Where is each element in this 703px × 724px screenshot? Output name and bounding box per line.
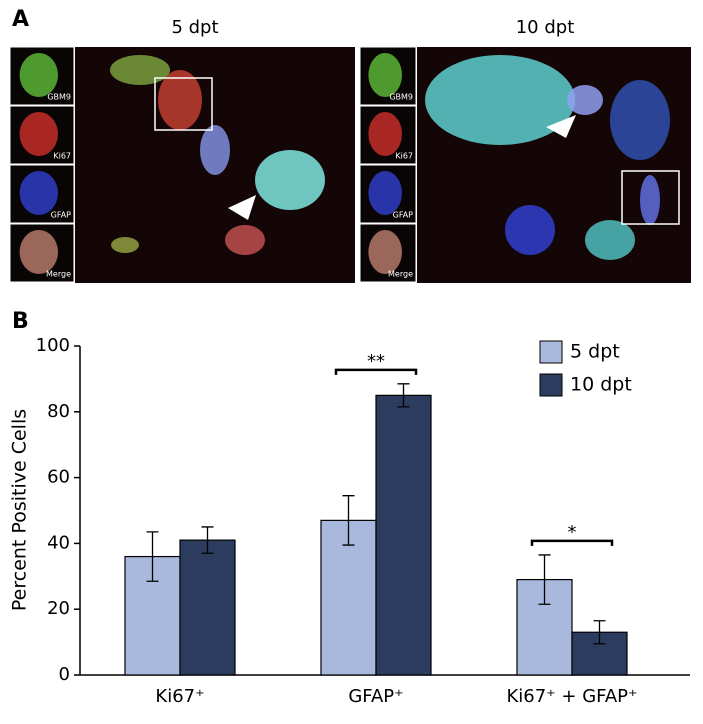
cell <box>200 125 230 175</box>
cell <box>225 225 265 255</box>
arrowhead <box>546 115 576 138</box>
channel-label: Ki67 <box>53 152 71 161</box>
panel-title: 10 dpt <box>516 17 575 38</box>
cell <box>368 53 403 97</box>
cell <box>19 171 58 215</box>
y-axis-title: Percent Positive Cells <box>9 409 31 611</box>
cell <box>19 230 58 274</box>
cell <box>610 80 670 160</box>
bar <box>179 539 236 676</box>
cell <box>368 112 403 156</box>
arrowhead <box>228 195 256 220</box>
error-bar <box>201 526 214 554</box>
error-bar <box>146 531 159 582</box>
channel-label: GBM9 <box>47 93 71 102</box>
legend-label: 10 dpt <box>570 374 632 396</box>
channel-label: GFAP <box>51 211 72 220</box>
cell <box>158 70 202 130</box>
significance-bracket <box>334 368 418 375</box>
channel-label: Merge <box>46 270 71 279</box>
y-tick-label: 80 <box>47 401 70 422</box>
y-tick-label: 100 <box>36 335 70 356</box>
x-tick-label: Ki67⁺ <box>155 686 204 707</box>
cell <box>425 55 575 145</box>
cell <box>19 112 58 156</box>
cell <box>255 150 325 210</box>
y-tick-label: 20 <box>47 598 70 619</box>
significance-label: ** <box>367 351 385 372</box>
panel-label: B <box>12 309 29 334</box>
bar <box>375 394 432 676</box>
y-tick-label: 60 <box>47 467 70 488</box>
zoom-box <box>621 170 680 225</box>
error-bar <box>342 495 355 546</box>
cell <box>640 175 660 225</box>
y-tick-label: 0 <box>59 664 70 685</box>
x-tick-label: GFAP⁺ <box>348 686 403 707</box>
channel-label: Ki67 <box>395 152 413 161</box>
bar <box>320 519 377 676</box>
error-bar <box>397 383 410 408</box>
cell <box>368 230 403 274</box>
panel-label: A <box>12 7 29 32</box>
micrographs: GBM9 Ki67 GFAP Merge GBM9 Ki67 GFAP Merge <box>9 46 691 283</box>
channel-label: GFAP <box>393 211 414 220</box>
legend-label: 5 dpt <box>570 341 620 363</box>
error-bar <box>593 620 606 645</box>
error-bar <box>538 554 551 605</box>
cell <box>19 53 58 97</box>
cell <box>110 55 170 85</box>
panel-title: 5 dpt <box>171 17 218 38</box>
cell <box>505 205 555 255</box>
significance-label: * <box>568 522 577 543</box>
significance-bracket <box>530 539 614 546</box>
x-tick-label: Ki67⁺ + GFAP⁺ <box>506 686 637 707</box>
y-tick-label: 40 <box>47 532 70 553</box>
channel-label: Merge <box>388 270 413 279</box>
cell <box>368 171 403 215</box>
cell <box>585 220 635 260</box>
zoom-box <box>154 77 213 131</box>
legend-swatch <box>539 373 563 397</box>
channel-label: GBM9 <box>389 93 413 102</box>
legend-swatch <box>539 340 563 364</box>
cell <box>567 85 603 115</box>
cell <box>111 237 139 253</box>
